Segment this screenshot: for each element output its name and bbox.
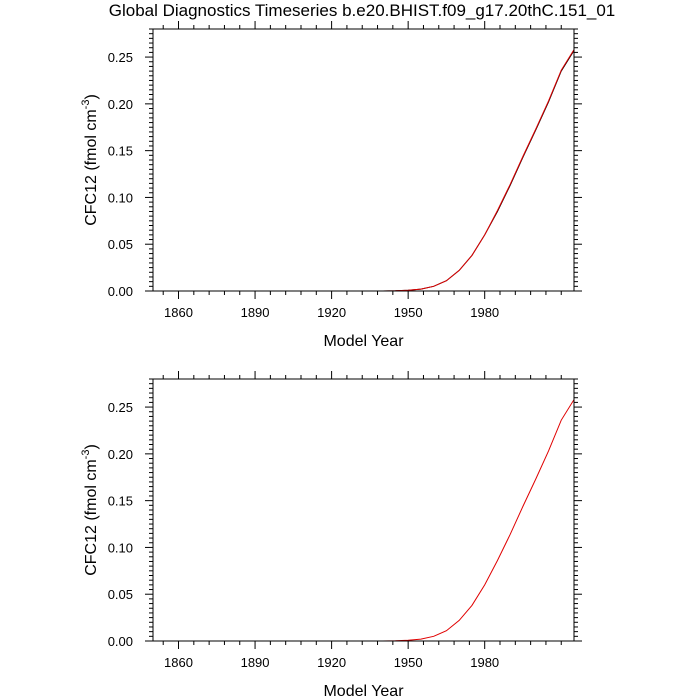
y-tick-label: 0.05 [108, 587, 133, 602]
y-tick-label: 0.10 [108, 540, 133, 555]
y-tick-label: 0.20 [108, 97, 133, 112]
chart-title: Global Diagnostics Timeseries b.e20.BHIS… [109, 1, 616, 20]
x-axis-title: Model Year [323, 333, 404, 350]
x-tick-label: 1890 [241, 305, 270, 320]
series-line-black [153, 50, 574, 291]
y-axis-title-main: CFC12 (fmol cm [83, 459, 100, 575]
y-axis-title: CFC12 (fmol cm-3) [80, 444, 100, 576]
y-tick-label: 0.25 [108, 400, 133, 415]
x-tick-label: 1980 [470, 305, 499, 320]
x-axis-title: Model Year [323, 683, 404, 700]
y-axis-title-main: CFC12 (fmol cm [83, 109, 100, 225]
y-tick-label: 0.15 [108, 144, 133, 159]
x-tick-label: 1860 [164, 655, 193, 670]
y-tick-label: 0.00 [108, 284, 133, 299]
series-line-red [153, 399, 574, 641]
x-tick-label: 1950 [394, 655, 423, 670]
y-tick-label: 0.10 [108, 190, 133, 205]
x-tick-label: 1920 [317, 655, 346, 670]
y-tick-label: 0.05 [108, 237, 133, 252]
y-axis-title-close: ) [83, 94, 100, 99]
y-tick-label: 0.20 [108, 447, 133, 462]
series-line-red [153, 49, 574, 291]
x-tick-label: 1950 [394, 305, 423, 320]
y-axis-title-superscript: -3 [80, 450, 92, 460]
y-axis-title-close: ) [83, 444, 100, 449]
y-tick-label: 0.25 [108, 50, 133, 65]
y-tick-label: 0.00 [108, 634, 133, 649]
x-tick-label: 1890 [241, 655, 270, 670]
y-axis-title-superscript: -3 [80, 100, 92, 110]
top-plot: 1860 1890 1920 1950 1980 0.00 0.05 0.10 0.15 0.20… [80, 21, 582, 350]
x-tick-label: 1920 [317, 305, 346, 320]
plot-frame [152, 28, 575, 292]
y-tick-label: 0.15 [108, 494, 133, 509]
bottom-plot: 1860 1890 1920 1950 1980 0.00 0.05 0.10 0.15 0.20… [80, 371, 582, 700]
x-tick-label: 1980 [470, 655, 499, 670]
x-tick-label: 1860 [164, 305, 193, 320]
y-axis-title: CFC12 (fmol cm-3) [80, 94, 100, 226]
plot-frame [152, 378, 575, 642]
